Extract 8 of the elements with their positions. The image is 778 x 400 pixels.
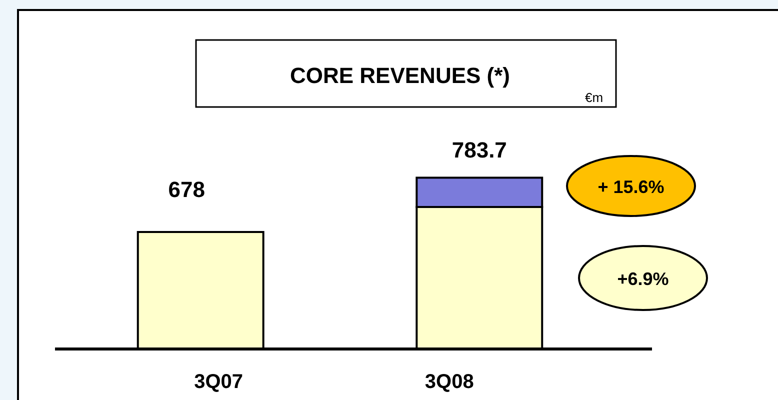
text: 783.7: [452, 138, 507, 163]
text: €m: [584, 90, 604, 105]
annotation: +6.9%: [617, 269, 669, 289]
x-tick-label: 3Q07: [194, 371, 244, 393]
annotation: + 15.6%: [598, 177, 664, 197]
chart-title: CORE REVENUES (*): [290, 63, 510, 88]
annotation: 678: [168, 177, 205, 202]
x-tick-label: 3Q08: [424, 371, 474, 393]
